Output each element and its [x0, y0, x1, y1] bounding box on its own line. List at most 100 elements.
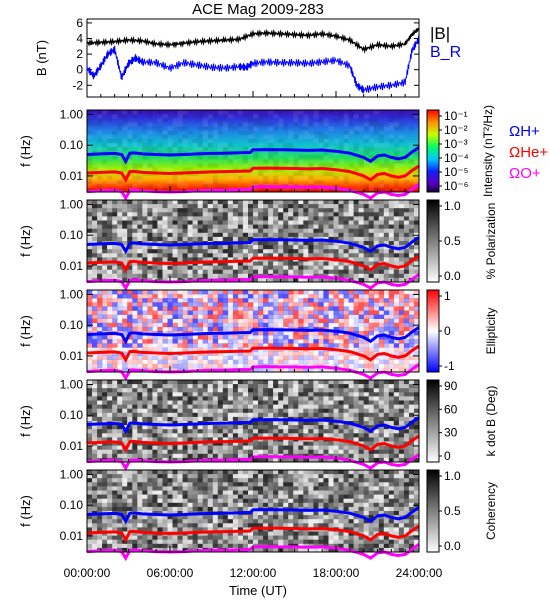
spectrogram-cell: [333, 343, 339, 348]
spectrogram-cell: [192, 236, 198, 242]
spectrogram-cell: [202, 445, 208, 450]
spectrogram-cell: [258, 351, 264, 356]
spectrogram-cell: [388, 359, 395, 365]
spectrogram-cell: [333, 175, 339, 180]
spectrogram-cell: [368, 118, 374, 123]
spectrogram-cell: [137, 396, 143, 401]
spectrogram-cell: [92, 359, 98, 365]
spectrogram-cell: [353, 363, 359, 369]
spectrogram-cell: [323, 212, 329, 217]
spectrogram-cell: [162, 228, 168, 234]
spectrogram-cell: [87, 359, 93, 365]
spectrogram-cell: [162, 118, 168, 123]
spectrogram-cell: [97, 257, 103, 262]
spectrogram-cell: [353, 130, 359, 135]
spectrogram-cell: [283, 404, 289, 409]
spectrogram-cell: [137, 236, 143, 242]
spectrogram-cell: [338, 208, 344, 213]
spectrogram-cell: [268, 261, 274, 266]
spectrogram-cell: [147, 249, 153, 254]
spectrogram-cell: [303, 470, 309, 475]
spectrogram-cell: [253, 359, 259, 365]
spectrogram-cell: [278, 138, 284, 144]
spectrogram-cell: [293, 110, 299, 115]
spectrogram-cell: [177, 474, 183, 479]
spectrogram-cell: [298, 159, 304, 164]
spectrogram-cell: [318, 142, 324, 148]
spectrogram-cell: [147, 224, 153, 229]
spectrogram-cell: [358, 421, 364, 426]
spectrogram-cell: [187, 204, 193, 209]
spectrogram-cell: [212, 388, 219, 393]
spectrogram-cell: [107, 146, 113, 152]
spectrogram-cell: [338, 265, 344, 270]
spectrogram-cell: [343, 294, 349, 299]
spectrogram-cell: [172, 416, 178, 422]
spectrogram-cell: [403, 482, 410, 487]
colorbar: [426, 199, 440, 283]
spectrogram-cell: [202, 306, 208, 311]
spectrogram-cell: [378, 208, 385, 213]
spectrogram-cell: [273, 310, 279, 315]
spectrogram-cell: [288, 253, 294, 258]
spectrogram-cell: [157, 416, 163, 422]
spectrogram-cell: [378, 126, 385, 131]
spectrogram-cell: [263, 425, 269, 430]
spectrogram-cell: [313, 441, 319, 446]
spectrogram-cell: [242, 339, 249, 344]
spectrogram-cell: [182, 183, 188, 189]
y-tick-label: -2: [72, 78, 83, 92]
spectrogram-cell: [383, 400, 390, 405]
spectrogram-cell: [152, 429, 158, 434]
spectrogram-cell: [328, 253, 334, 258]
spectrogram-cell: [414, 228, 420, 234]
spectrogram-cell: [414, 179, 420, 185]
spectrogram-cell: [92, 310, 98, 315]
spectrogram-cell: [338, 478, 344, 483]
spectrogram-cell: [278, 122, 284, 127]
spectrogram-cell: [177, 298, 183, 303]
spectrogram-cell: [358, 408, 364, 414]
spectrogram-cell: [152, 269, 158, 275]
spectrogram-cell: [212, 437, 219, 442]
spectrogram-cell: [212, 245, 219, 250]
spectrogram-cell: [263, 474, 269, 479]
spectrogram-cell: [283, 421, 289, 426]
spectrogram-cell: [273, 388, 279, 393]
spectrogram-cell: [293, 277, 299, 283]
spectrogram-cell: [263, 355, 269, 360]
spectrogram-cell: [373, 474, 379, 479]
spectrogram-cell: [92, 306, 98, 311]
spectrogram-cell: [167, 400, 173, 405]
spectrogram-cell: [263, 228, 269, 234]
spectrogram-cell: [343, 478, 349, 483]
spectrogram-cell: [273, 482, 279, 487]
spectrogram-cell: [157, 314, 163, 319]
spectrogram-cell: [232, 441, 239, 446]
spectrogram-cell: [323, 265, 329, 270]
spectrogram-cell: [408, 384, 415, 389]
spectrogram-cell: [207, 236, 213, 242]
spectrogram-cell: [263, 159, 269, 164]
spectrogram-cell: [248, 343, 254, 348]
spectrogram-cell: [112, 416, 118, 422]
spectrogram-cell: [253, 179, 259, 185]
spectrogram-cell: [197, 437, 203, 442]
spectrogram-cell: [368, 228, 374, 234]
spectrogram-cell: [363, 257, 369, 262]
spectrogram-cell: [232, 343, 239, 348]
spectrogram-cell: [358, 416, 364, 422]
spectrogram-cell: [358, 253, 364, 258]
spectrogram-cell: [142, 314, 148, 319]
spectrogram-cell: [142, 232, 148, 238]
spectrogram-cell: [268, 367, 274, 373]
spectrogram-cell: [97, 146, 103, 152]
spectrogram-cell: [202, 322, 208, 328]
spectrogram-cell: [92, 429, 98, 434]
spectrogram-cell: [87, 269, 93, 275]
spectrogram-cell: [97, 396, 103, 401]
colorbar-tick-label: 10⁻⁶: [444, 179, 469, 193]
spectrogram-cell: [263, 449, 269, 455]
spectrogram-cell: [162, 245, 168, 250]
colorbar: [426, 109, 440, 193]
